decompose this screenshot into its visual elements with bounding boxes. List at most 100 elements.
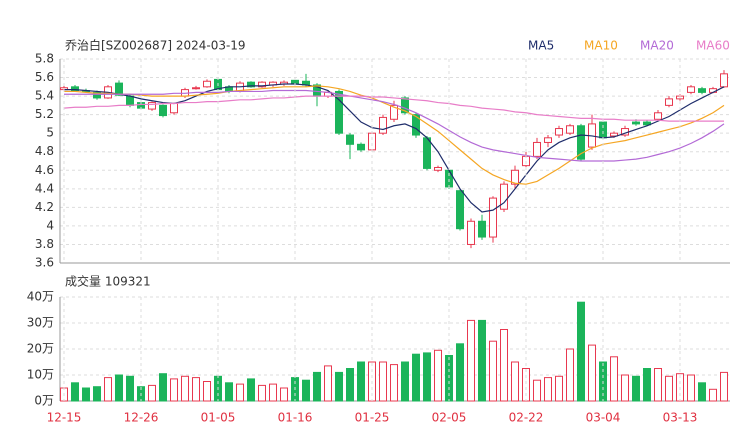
volume-bar <box>192 377 200 402</box>
y-tick-label: 4 <box>46 218 54 232</box>
volume-bar <box>456 343 464 402</box>
volume-bar <box>489 340 497 402</box>
y-tick-label: 4.4 <box>35 181 54 195</box>
volume-bar <box>71 382 79 402</box>
ma-line <box>63 95 724 122</box>
y-tick-label: 30万 <box>27 316 54 330</box>
candle-body <box>555 128 563 136</box>
volume-title: 成交量 109321 <box>65 274 151 289</box>
candle-body <box>654 112 662 120</box>
volume-bar <box>709 388 717 402</box>
candle-body <box>390 104 398 120</box>
candle-body <box>379 116 387 134</box>
volume-bar <box>148 384 156 402</box>
y-tick-label: 20万 <box>27 342 54 356</box>
y-tick-label: 0万 <box>34 394 54 408</box>
volume-bar <box>335 371 343 402</box>
x-tick-label: 02-05 <box>432 411 467 425</box>
volume-bar <box>533 379 541 402</box>
candle-body <box>148 102 156 110</box>
candle-body <box>489 197 497 238</box>
x-tick-label: 01-05 <box>201 411 236 425</box>
volume-bar <box>610 356 618 402</box>
candle-body <box>511 169 519 185</box>
y-tick-label: 4.2 <box>35 200 54 214</box>
volume-bar <box>379 361 387 402</box>
y-tick-label: 5 <box>46 126 54 140</box>
candle-body <box>533 141 541 157</box>
volume-bar <box>566 348 574 402</box>
volume-bar <box>280 387 288 402</box>
volume-bar <box>654 368 662 402</box>
candle-body <box>71 86 79 92</box>
candle-body <box>401 97 409 114</box>
candle-body <box>203 80 211 88</box>
y-tick-label: 5.6 <box>35 70 54 84</box>
legend-label: MA5 <box>528 39 554 53</box>
y-tick-label: 4.6 <box>35 163 54 177</box>
volume-bar <box>82 387 90 402</box>
candle-body <box>698 88 706 93</box>
candle-body <box>643 121 651 126</box>
candle-body <box>445 169 453 188</box>
volume-bar <box>478 319 486 402</box>
candle-body <box>665 98 673 106</box>
volume-bar <box>269 383 277 402</box>
candle-body <box>170 103 178 114</box>
volume-bar <box>357 361 365 402</box>
volume-bar <box>236 383 244 402</box>
chart-title: 乔治白[SZ002687] 2024-03-19 <box>65 38 246 53</box>
candle-body <box>412 114 420 136</box>
x-tick-label: 01-25 <box>355 411 390 425</box>
y-tick-label: 40万 <box>27 290 54 304</box>
ma-line <box>64 85 725 185</box>
candle-body <box>159 104 167 117</box>
volume-bar <box>302 379 310 402</box>
candle-body <box>247 81 255 88</box>
volume-bar <box>621 374 629 402</box>
x-tick-label: 12-26 <box>124 411 159 425</box>
volume-bar <box>500 329 508 402</box>
x-tick-label: 03-04 <box>586 411 621 425</box>
legend-label: MA10 <box>584 39 618 53</box>
x-tick-label: 03-13 <box>663 411 698 425</box>
candle-body <box>599 121 607 139</box>
volume-bar <box>632 375 640 402</box>
volume-bar <box>346 368 354 402</box>
candle-body <box>126 95 134 106</box>
volume-bar <box>93 386 101 402</box>
candle-body <box>610 132 618 137</box>
legend-label: MA20 <box>640 39 674 53</box>
volume-bar <box>522 368 530 402</box>
volume-bar <box>115 374 123 402</box>
volume-bar <box>313 371 321 402</box>
volume-bar <box>258 384 266 402</box>
volume-bar <box>159 373 167 402</box>
candle-body <box>720 73 728 88</box>
candle-body <box>423 137 431 169</box>
volume-bar <box>467 319 475 402</box>
volume-bar <box>588 344 596 402</box>
volume-bar <box>544 377 552 402</box>
volume-bar <box>104 377 112 402</box>
volume-bar <box>126 375 134 402</box>
volume-bar <box>511 361 519 402</box>
volume-bar <box>401 361 409 402</box>
volume-bar <box>423 352 431 402</box>
volume-bar <box>324 365 332 402</box>
candle-body <box>478 220 486 238</box>
candle-body <box>115 82 123 96</box>
candle-body <box>544 137 552 143</box>
legend-label: MA60 <box>696 39 730 53</box>
candle-body <box>357 143 365 151</box>
candle-body <box>566 125 574 134</box>
candle-body <box>434 166 442 171</box>
volume-bar <box>665 375 673 402</box>
volume-bar <box>225 382 233 402</box>
y-tick-label: 3.6 <box>35 256 54 270</box>
volume-bar <box>412 353 420 402</box>
candle-body <box>687 86 695 93</box>
volume-bar <box>170 378 178 402</box>
volume-bar <box>247 378 255 402</box>
